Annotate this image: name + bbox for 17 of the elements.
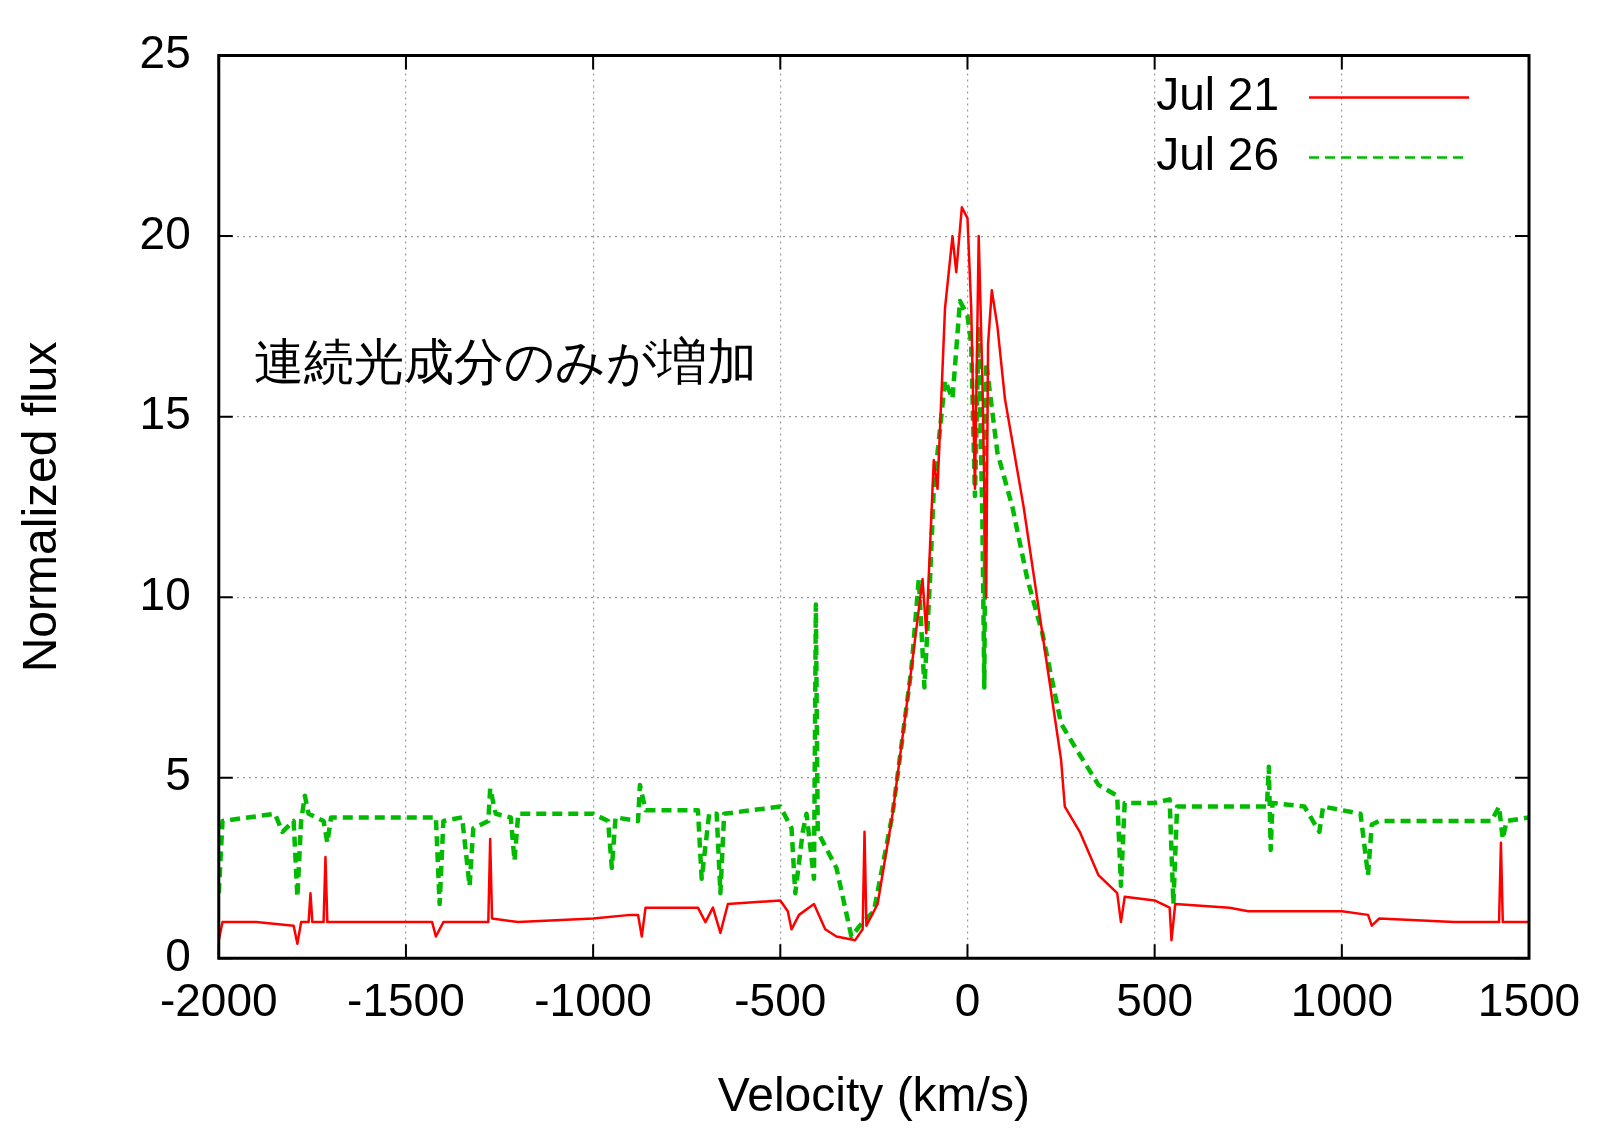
legend-label: Jul 21 bbox=[1156, 68, 1279, 121]
y-axis-title: Normalized flux bbox=[13, 341, 67, 673]
x-tick-label: -1000 bbox=[534, 974, 652, 1027]
legend-label: Jul 26 bbox=[1156, 128, 1279, 181]
x-axis-title: Velocity (km/s) bbox=[717, 1068, 1030, 1122]
x-tick-label: 0 bbox=[954, 974, 981, 1027]
y-tick-label: 15 bbox=[139, 387, 191, 440]
x-tick-label: 1500 bbox=[1477, 974, 1581, 1027]
annotation: 連続光成分のみが増加 bbox=[253, 334, 757, 391]
y-tick-label: 25 bbox=[139, 26, 191, 79]
x-tick-label: -1500 bbox=[347, 974, 465, 1027]
x-tick-label: 500 bbox=[1116, 974, 1194, 1027]
x-tick-label: -500 bbox=[734, 974, 827, 1027]
y-tick-label: 5 bbox=[165, 748, 191, 801]
y-tick-label: 10 bbox=[139, 567, 191, 620]
x-tick-label: 1000 bbox=[1290, 974, 1393, 1027]
y-tick-label: 20 bbox=[139, 206, 191, 259]
